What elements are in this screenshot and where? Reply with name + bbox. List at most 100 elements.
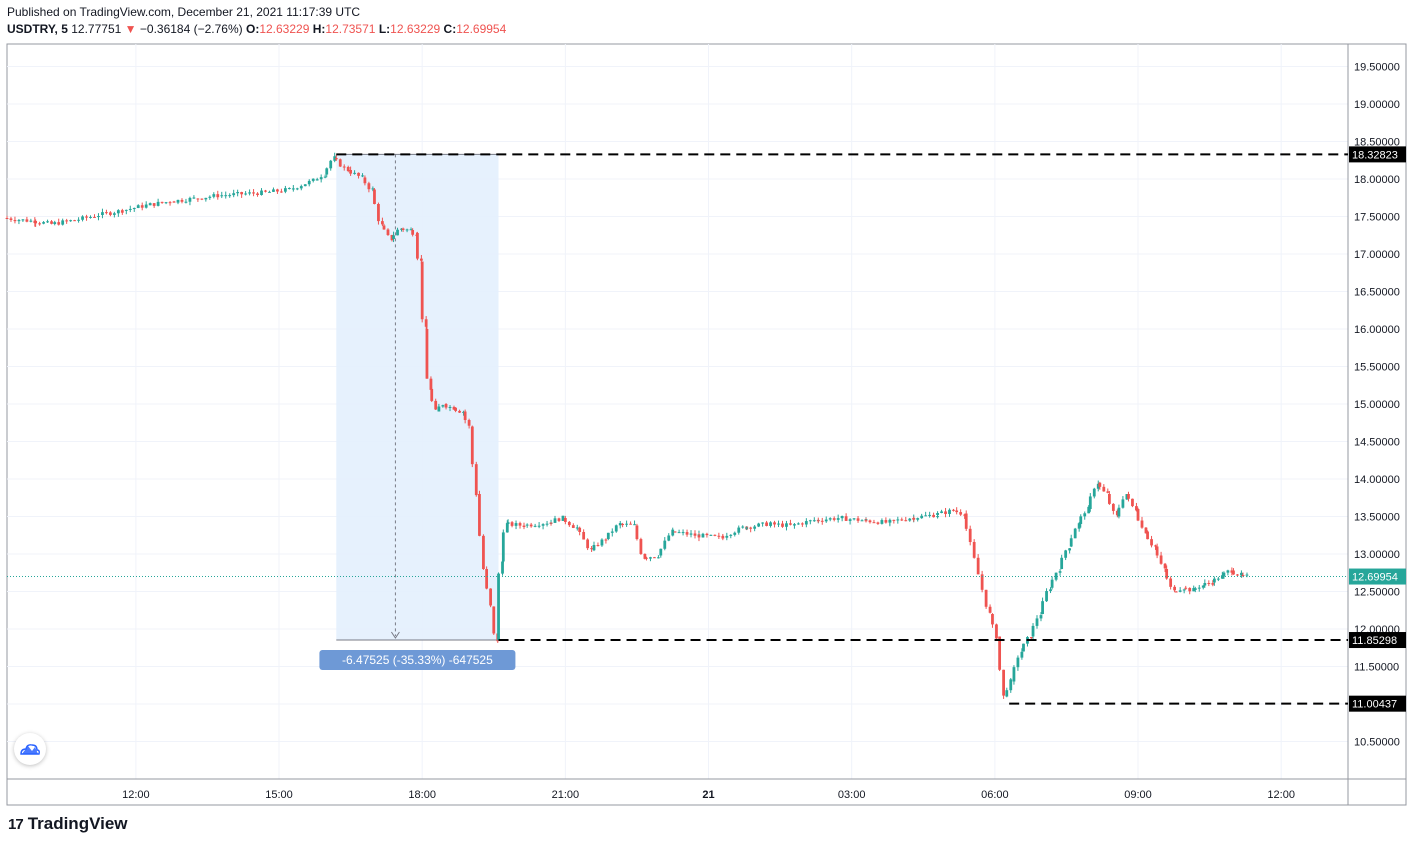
candle-body: [980, 574, 984, 590]
candle-body: [29, 220, 33, 222]
candle-body: [346, 166, 350, 172]
candle-body: [1012, 667, 1016, 682]
y-tick-label: 10.50000: [1354, 737, 1400, 749]
open-label: O:: [245, 22, 260, 36]
candle-body: [693, 533, 697, 536]
candle-body: [836, 518, 840, 520]
candle-body: [46, 221, 49, 223]
candle-body: [148, 203, 152, 206]
candle-body: [437, 406, 441, 412]
candle-body: [604, 539, 608, 541]
x-tick-label: 21: [702, 789, 714, 801]
x-tick-label: 15:00: [265, 789, 293, 801]
candle-body: [164, 202, 168, 204]
candle-body: [212, 194, 216, 197]
candle-body: [85, 216, 88, 218]
y-tick-label: 11.50000: [1354, 662, 1399, 674]
cloud-logo-icon[interactable]: [14, 733, 46, 765]
candle-body: [621, 524, 625, 525]
candle-body: [144, 204, 148, 208]
y-tick-label: 18.00000: [1354, 174, 1400, 186]
candle-body: [777, 523, 780, 525]
candle-body: [1107, 494, 1111, 504]
candle-body: [541, 524, 545, 526]
candle-body: [721, 537, 725, 539]
candle-body: [606, 532, 610, 539]
candle-body: [671, 529, 675, 536]
candle-body: [1174, 591, 1178, 593]
candle-body: [1201, 585, 1205, 588]
symbol-label[interactable]: USDTRY, 5: [7, 22, 68, 36]
candle-body: [315, 179, 319, 181]
candle-body: [264, 190, 267, 192]
candle-body: [824, 519, 828, 522]
candle-body: [416, 233, 419, 259]
candle-body: [1226, 570, 1230, 573]
candle-body: [268, 191, 271, 193]
candle-body: [936, 512, 939, 515]
low-label: L:: [378, 22, 391, 36]
candle-body: [525, 524, 529, 526]
candle-body: [323, 176, 327, 178]
candle-body: [578, 527, 582, 532]
x-tick-label: 12:00: [122, 789, 150, 801]
candle-body: [998, 636, 1002, 670]
y-tick-label: 13.50000: [1354, 512, 1400, 524]
candle-body: [89, 216, 92, 218]
open-value: 12.63229: [259, 22, 310, 36]
candle-body: [248, 192, 251, 194]
candle-body: [1060, 557, 1064, 569]
candle-body: [639, 539, 643, 554]
candle-body: [1125, 494, 1129, 500]
candle-body: [373, 189, 376, 205]
y-tick-label: 19.50000: [1354, 62, 1400, 74]
candle-body: [204, 197, 208, 200]
candle-body: [1115, 510, 1119, 516]
candle-body: [1211, 583, 1215, 585]
candle-body: [1245, 574, 1249, 576]
candle-body: [196, 198, 200, 200]
candle-body: [1131, 498, 1134, 507]
candle-body: [232, 193, 236, 196]
candle-body: [492, 606, 496, 634]
candle-body: [537, 525, 541, 527]
candle-body: [124, 209, 128, 211]
candle-body: [420, 261, 424, 320]
price-change: −0.36184 (−2.76%): [139, 22, 243, 36]
candle-body: [497, 573, 500, 641]
candle-body: [892, 519, 896, 521]
candle-body: [1230, 570, 1234, 573]
candle-body: [132, 208, 136, 210]
candle-body: [42, 222, 45, 224]
candle-body: [325, 168, 329, 175]
candle-body: [188, 197, 192, 202]
candle-body: [1022, 643, 1025, 652]
candle-body: [1020, 651, 1024, 658]
candle-body: [959, 512, 963, 515]
candle-body: [1169, 578, 1173, 587]
candle-body: [984, 589, 988, 607]
tradingview-logo[interactable]: 17 TradingView: [8, 814, 128, 834]
candle-body: [5, 218, 9, 219]
candle-body: [105, 212, 108, 214]
candle-body: [120, 210, 124, 213]
candle-body: [13, 219, 17, 222]
candle-body: [976, 557, 980, 575]
candle-body: [864, 520, 868, 522]
candle-body: [900, 519, 904, 521]
candle-body: [800, 523, 804, 525]
candle-body: [400, 228, 403, 230]
candle-body: [557, 518, 561, 521]
candle-body: [1064, 550, 1068, 558]
y-tick-label: 14.00000: [1354, 474, 1400, 486]
candle-body: [1146, 531, 1149, 540]
candle-body: [709, 534, 713, 536]
candle-body: [452, 406, 456, 410]
candle-body: [610, 531, 614, 533]
candle-body: [283, 188, 287, 192]
candle-body: [392, 235, 395, 239]
candle-body: [904, 520, 908, 522]
candle-body: [797, 523, 800, 525]
candle-body: [685, 532, 689, 535]
